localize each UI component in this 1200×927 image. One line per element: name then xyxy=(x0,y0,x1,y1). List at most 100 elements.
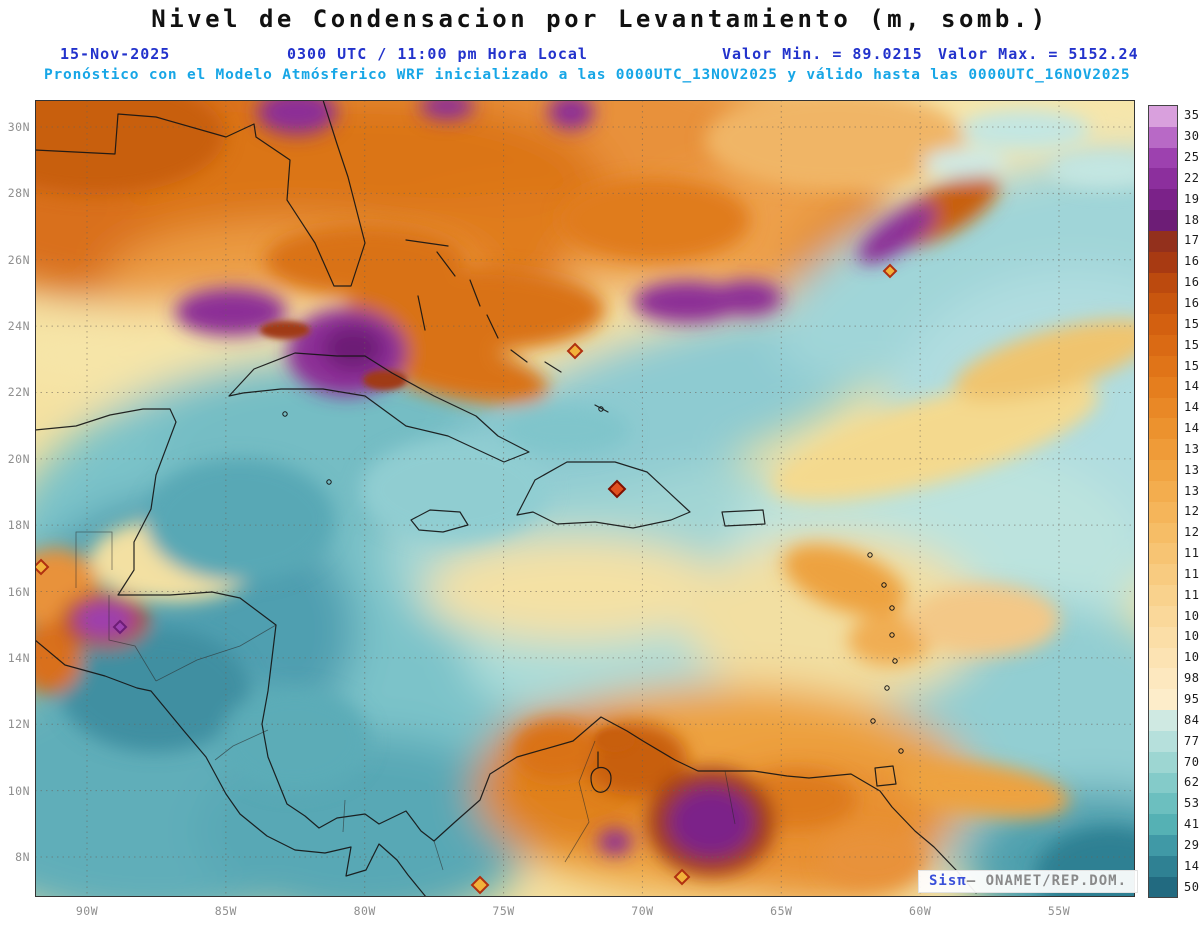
field-blob xyxy=(819,830,923,890)
field-blob xyxy=(220,688,370,792)
field-blob xyxy=(923,148,1007,178)
lon-tick-label: 80W xyxy=(353,904,376,918)
field-blob xyxy=(910,584,1060,656)
colorbar-swatch xyxy=(1149,647,1177,669)
field-blob xyxy=(560,178,750,262)
coastline-path xyxy=(405,239,609,413)
lat-tick-label: 22N xyxy=(7,385,30,400)
colorbar-value: 950 xyxy=(1184,692,1200,706)
field-blob xyxy=(361,336,549,404)
small-island xyxy=(889,605,895,611)
lat-tick-label: 14N xyxy=(7,650,30,665)
diamond-marker-icon xyxy=(882,263,898,279)
colorbar-swatch xyxy=(1149,460,1177,481)
map-canvas xyxy=(35,100,1135,897)
colorbar-swatch xyxy=(1149,710,1177,731)
valid-time-label: 0300 UTC / 11:00 pm Hora Local xyxy=(287,45,588,63)
small-island xyxy=(892,658,898,664)
field-blob xyxy=(858,204,936,264)
field-blob xyxy=(75,602,135,638)
field-blob xyxy=(420,100,474,120)
colorbar-swatch xyxy=(1149,626,1177,648)
watermark: Sisπ— ONAMET/REP.DOM. xyxy=(918,870,1139,893)
colorbar-value: 3500 xyxy=(1184,108,1200,123)
colorbar-swatch xyxy=(1149,147,1177,169)
watermark-source: — ONAMET/REP.DOM. xyxy=(966,873,1128,889)
colorbar-value: 1405 xyxy=(1184,421,1200,436)
field-blob xyxy=(848,614,932,666)
lat-tick-label: 24N xyxy=(7,319,30,334)
diamond-marker-icon xyxy=(470,875,490,895)
colorbar-swatch xyxy=(1149,272,1177,294)
small-island xyxy=(282,411,288,417)
lat-tick-label: 18N xyxy=(7,518,30,533)
diamond-marker-icon xyxy=(112,619,128,635)
lat-tick-label: 20N xyxy=(7,451,30,466)
field-blob xyxy=(595,728,635,752)
field-blob xyxy=(633,281,741,323)
small-island xyxy=(326,479,332,485)
field-blob xyxy=(175,288,287,336)
field-blob xyxy=(260,321,310,339)
colorbar-value: 840 xyxy=(1184,712,1200,727)
colorbar-swatch xyxy=(1149,814,1177,835)
valid-date-label: 15-Nov-2025 xyxy=(60,45,171,63)
colorbar-swatch xyxy=(1149,772,1177,794)
small-island xyxy=(898,748,904,754)
coastline-path xyxy=(35,639,427,897)
colorbar-value: 985 xyxy=(1184,671,1200,686)
lon-tick-label: 60W xyxy=(909,904,932,918)
border-path xyxy=(214,729,269,761)
field-blob xyxy=(712,280,782,316)
diamond-marker-icon xyxy=(35,558,50,576)
small-island xyxy=(598,406,604,412)
colorbar-swatch xyxy=(1149,855,1177,877)
pi-icon: π xyxy=(957,873,967,889)
colorbar-value: 1160 xyxy=(1184,566,1200,581)
field-blob xyxy=(669,787,753,857)
lon-tick-label: 70W xyxy=(631,904,654,918)
border-path xyxy=(564,740,596,863)
colorbar-swatch xyxy=(1149,210,1177,231)
colorbar-swatch xyxy=(1149,355,1177,377)
colorbar-swatch xyxy=(1149,293,1177,315)
colorbar-value: 1440 xyxy=(1184,400,1200,415)
lon-tick-label: 65W xyxy=(770,904,793,918)
coastline-path xyxy=(410,509,469,533)
field-medium-blobs xyxy=(35,100,1135,897)
field-blob xyxy=(345,268,605,352)
field-blob xyxy=(323,326,383,370)
colorbar-swatch xyxy=(1149,230,1177,252)
colorbar-swatch xyxy=(1149,126,1177,148)
colorbar-swatch xyxy=(1149,668,1177,690)
colorbar-value: 770 xyxy=(1184,733,1200,748)
field-blob xyxy=(145,458,335,582)
colorbar-value: 1580 xyxy=(1184,316,1200,331)
colorbar-swatch xyxy=(1149,522,1177,544)
diamond-marker-icon xyxy=(607,479,627,499)
colorbar-value: 1545 xyxy=(1184,337,1200,352)
colorbar-swatch xyxy=(1149,564,1177,586)
value-max-label: Valor Max. = 5152.24 xyxy=(938,45,1139,63)
small-island xyxy=(889,632,895,638)
lat-tick-label: 30N xyxy=(7,120,30,134)
coastline-path xyxy=(590,751,612,793)
border-path xyxy=(155,624,277,682)
lat-tick-label: 12N xyxy=(7,717,30,732)
colorbar-swatch xyxy=(1149,793,1177,815)
coastline-path xyxy=(35,100,366,287)
small-island xyxy=(881,582,887,588)
colorbar-value: 1335 xyxy=(1184,462,1200,477)
colorbar xyxy=(1148,105,1178,899)
colorbar-value: 1475 xyxy=(1184,379,1200,394)
field-blob xyxy=(60,628,250,752)
colorbar-value: 50 xyxy=(1184,879,1200,894)
colorbar-value: 1265 xyxy=(1184,504,1200,519)
field-blob xyxy=(953,319,1135,401)
border-path xyxy=(724,770,736,825)
field-blob xyxy=(500,404,630,456)
colorbar-swatch xyxy=(1149,730,1177,752)
colorbar-value: 1650 xyxy=(1184,275,1200,290)
